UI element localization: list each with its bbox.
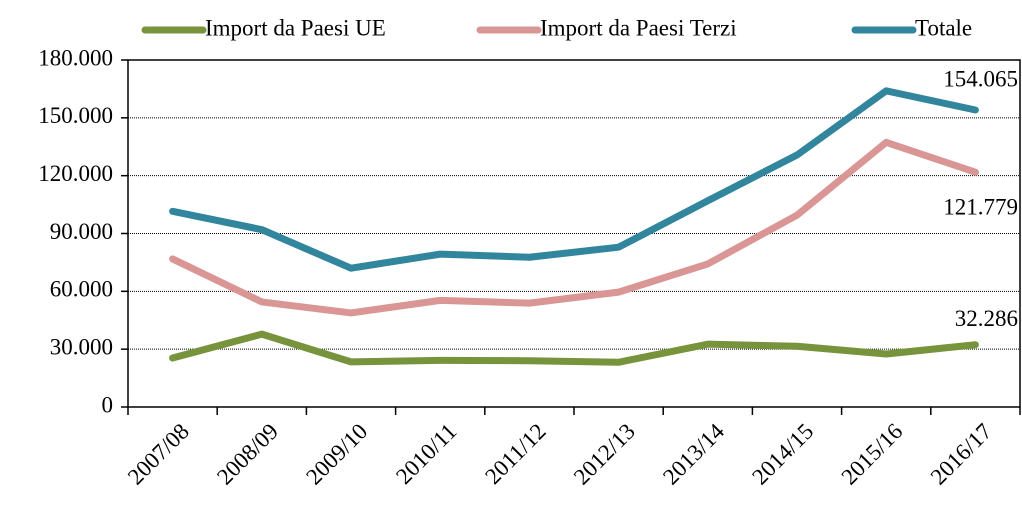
y-tick-label: 60.000 — [50, 277, 113, 302]
x-tick-label: 2015/16 — [836, 419, 907, 490]
series-line — [169, 87, 979, 272]
y-tick-label: 120.000 — [38, 161, 113, 186]
data-label: 32.286 — [955, 306, 1018, 331]
y-tick-label: 180.000 — [38, 45, 113, 70]
x-tick-label: 2016/17 — [926, 419, 997, 490]
y-tick-label: 150.000 — [38, 103, 113, 128]
y-tick-label: 90.000 — [50, 219, 113, 244]
x-tick-label: 2012/13 — [569, 419, 640, 490]
y-tick-label: 0 — [102, 392, 114, 417]
x-tick-label: 2010/11 — [391, 419, 461, 489]
x-tick-label: 2013/14 — [658, 418, 729, 489]
data-label: 154.065 — [943, 66, 1018, 91]
x-tick-label: 2009/10 — [301, 419, 372, 490]
x-tick-label: 2014/15 — [747, 419, 818, 490]
x-tick-label: 2007/08 — [123, 419, 194, 490]
x-tick-label: 2008/09 — [212, 419, 283, 490]
data-label: 121.779 — [943, 195, 1018, 220]
legend-label: Import da Paesi Terzi — [540, 15, 737, 40]
x-tick-label: 2011/12 — [480, 419, 550, 489]
series-line — [169, 330, 979, 366]
legend-label: Totale — [915, 15, 972, 40]
y-tick-label: 30.000 — [50, 334, 113, 359]
series-line — [169, 138, 979, 317]
legend-label: Import da Paesi UE — [205, 15, 386, 40]
